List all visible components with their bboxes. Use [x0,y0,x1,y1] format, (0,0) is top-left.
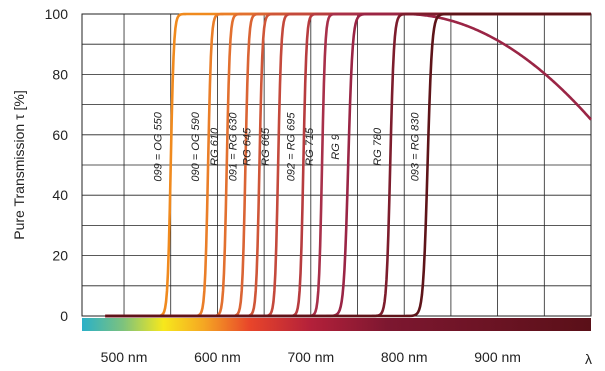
x-axis-unit-symbol: λ [585,351,592,367]
x-tick-label: 500 nm [101,349,148,365]
y-axis-label: Pure Transmission τ [%] [11,90,27,239]
x-tick-label: 700 nm [287,349,334,365]
series-label: RG 9 [330,134,342,160]
x-tick-label: 900 nm [474,349,521,365]
spectrum-band [82,318,591,331]
series-label: 099 = OG 550 [153,111,165,181]
y-tick-label: 0 [60,308,68,324]
y-tick-label: 20 [52,248,68,264]
x-tick-label: 600 nm [194,349,241,365]
series-label: RG 780 [372,127,384,166]
y-tick-label: 80 [52,66,68,82]
series-label: RG 610 [209,127,221,166]
series-label: 093 = RG 830 [410,112,422,182]
x-tick-label: 800 nm [381,349,428,365]
y-tick-label: 60 [52,127,68,143]
y-tick-label: 100 [45,6,69,22]
series-label: 090 = OG 590 [190,111,202,181]
y-tick-label: 40 [52,187,68,203]
series-label: RG 665 [260,127,272,166]
series-label: RG 645 [241,127,253,166]
series-label: 092 = RG 695 [285,112,297,182]
series-line [105,12,591,318]
series-label: RG 715 [304,127,316,166]
series-label: 091 = RG 630 [227,112,239,182]
